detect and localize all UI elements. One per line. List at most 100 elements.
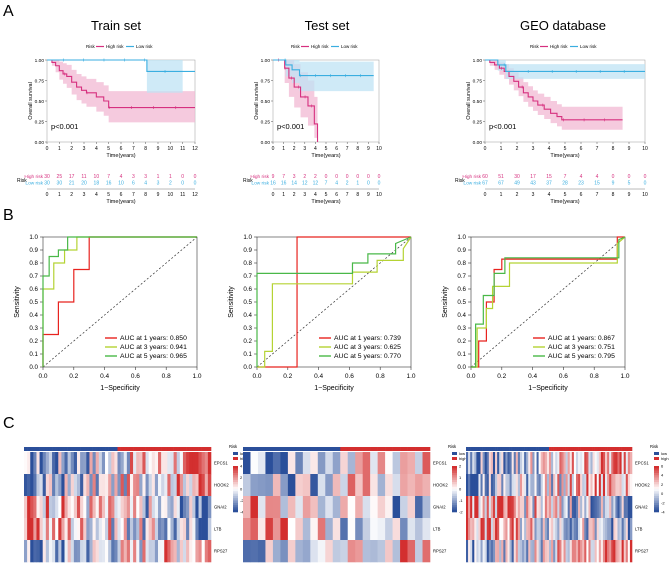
heatmap-cell xyxy=(476,540,479,563)
heatmap-cell xyxy=(89,496,93,519)
heatmap-cell xyxy=(101,474,106,497)
heatmap-cell xyxy=(490,452,494,475)
heatmap-cell xyxy=(265,474,274,497)
heatmap-cell xyxy=(522,496,525,519)
heatmap-cell xyxy=(524,474,527,497)
heatmap-cell xyxy=(76,518,81,541)
heatmap-cell xyxy=(507,518,510,541)
risk-count: 51 xyxy=(498,174,504,180)
heatmap-cell xyxy=(173,496,178,519)
risk-annotation-cell xyxy=(478,447,481,451)
heatmap-cell xyxy=(108,496,112,519)
heatmap-cell xyxy=(490,540,494,563)
heatmap-cell xyxy=(133,540,137,563)
heatmap-cell xyxy=(588,474,591,497)
heatmap-cell xyxy=(272,452,281,475)
x-tick-label: 1.0 xyxy=(192,373,201,380)
heatmap-cell xyxy=(142,540,146,563)
heatmap-cell xyxy=(613,474,616,497)
risk-annotation-cell xyxy=(532,447,535,451)
heatmap-cell xyxy=(511,474,515,497)
heatmap-cell xyxy=(422,496,431,519)
heatmap-cell xyxy=(36,452,40,475)
heatmap-cell xyxy=(195,474,199,497)
heatmap-cell xyxy=(557,496,560,519)
heatmap-cell xyxy=(158,452,162,475)
heatmap-cell xyxy=(629,518,633,541)
heatmap-cell xyxy=(36,474,40,497)
heatmap-cell xyxy=(179,540,184,563)
heatmap-cell xyxy=(158,496,162,519)
risk-count: 0 xyxy=(194,174,197,180)
gene-label: GNAI2 xyxy=(635,505,648,510)
heatmap-cell xyxy=(546,540,550,563)
heatmap-cell xyxy=(544,518,548,541)
heatmap-cell xyxy=(198,540,202,563)
legend-label: AUC at 5 years: 0.770 xyxy=(334,353,401,360)
heatmap-cell xyxy=(484,518,488,541)
heatmap-cell xyxy=(123,496,128,519)
heatmap-cell xyxy=(377,452,386,475)
risk-count: 4 xyxy=(144,181,147,187)
x-axis-label: 1−Specificity xyxy=(314,385,354,392)
x-tick-label: 1 xyxy=(282,146,285,152)
risk-annotation-cell xyxy=(154,447,159,451)
color-scale-step xyxy=(654,486,659,490)
heatmap-cell xyxy=(575,496,579,519)
risk-annotation-cell xyxy=(355,447,363,451)
y-tick-label: 0.2 xyxy=(243,338,252,345)
heatmap-cell xyxy=(563,518,566,541)
heatmap-cell xyxy=(80,518,84,541)
y-tick-label: 0.00 xyxy=(473,140,483,146)
heatmap-cell xyxy=(484,474,488,497)
risk-x-tick-label: 2 xyxy=(70,192,73,198)
heatmap-cell xyxy=(24,474,28,497)
heatmap-cell xyxy=(513,474,517,497)
heatmap-cell xyxy=(546,496,550,519)
heatmap-cell xyxy=(555,452,558,475)
heatmap-cell xyxy=(362,474,371,497)
y-tick-label: 0.1 xyxy=(243,351,252,358)
low-risk-ci-band xyxy=(47,60,195,93)
heatmap-cell xyxy=(154,474,159,497)
heatmap-cell xyxy=(204,496,209,519)
high-risk-curve xyxy=(47,59,195,109)
heatmap-cell xyxy=(272,474,281,497)
heatmap-cell xyxy=(201,474,206,497)
heatmap-cell xyxy=(580,518,583,541)
risk-annotation-cell xyxy=(340,447,349,451)
heatmap-cell xyxy=(98,540,103,563)
legend-high-swatch xyxy=(654,457,659,460)
heatmap-cell xyxy=(561,452,564,475)
heatmap-cell xyxy=(517,518,521,541)
heatmap-cell xyxy=(609,452,612,475)
color-scale-step xyxy=(654,484,659,487)
heatmap-cell xyxy=(495,540,498,563)
risk-annotation-cell xyxy=(480,447,483,451)
color-scale-step xyxy=(654,495,659,499)
y-tick-label: 0.3 xyxy=(29,325,38,332)
heatmap-cell xyxy=(280,518,289,541)
heatmap-cell xyxy=(139,540,143,563)
heatmap-panel-0: EPCS1HOOK2GNAI2LTBRPS27Risklowhigh420-2-… xyxy=(24,444,248,563)
heatmap-cell xyxy=(257,452,266,475)
heatmap-cell xyxy=(563,474,566,497)
heatmap-cell xyxy=(468,452,471,475)
heatmap-cell xyxy=(92,452,96,475)
heatmap-cell xyxy=(111,474,115,497)
heatmap-cell xyxy=(592,452,595,475)
heatmap-cell xyxy=(42,518,47,541)
heatmap-cell xyxy=(67,474,72,497)
risk-count: 7 xyxy=(107,174,110,180)
heatmap-cell xyxy=(164,474,168,497)
heatmap-cell xyxy=(474,518,477,541)
risk-count: 20 xyxy=(81,181,87,187)
heatmap-cell xyxy=(136,474,140,497)
risk-annotation-cell xyxy=(546,447,550,451)
heatmap-cell xyxy=(600,474,604,497)
heatmap-cell xyxy=(192,518,196,541)
heatmap-cell xyxy=(151,496,156,519)
heatmap-cell xyxy=(370,540,378,563)
risk-table-title: Risk xyxy=(243,178,253,184)
high-risk-curve xyxy=(485,59,623,121)
